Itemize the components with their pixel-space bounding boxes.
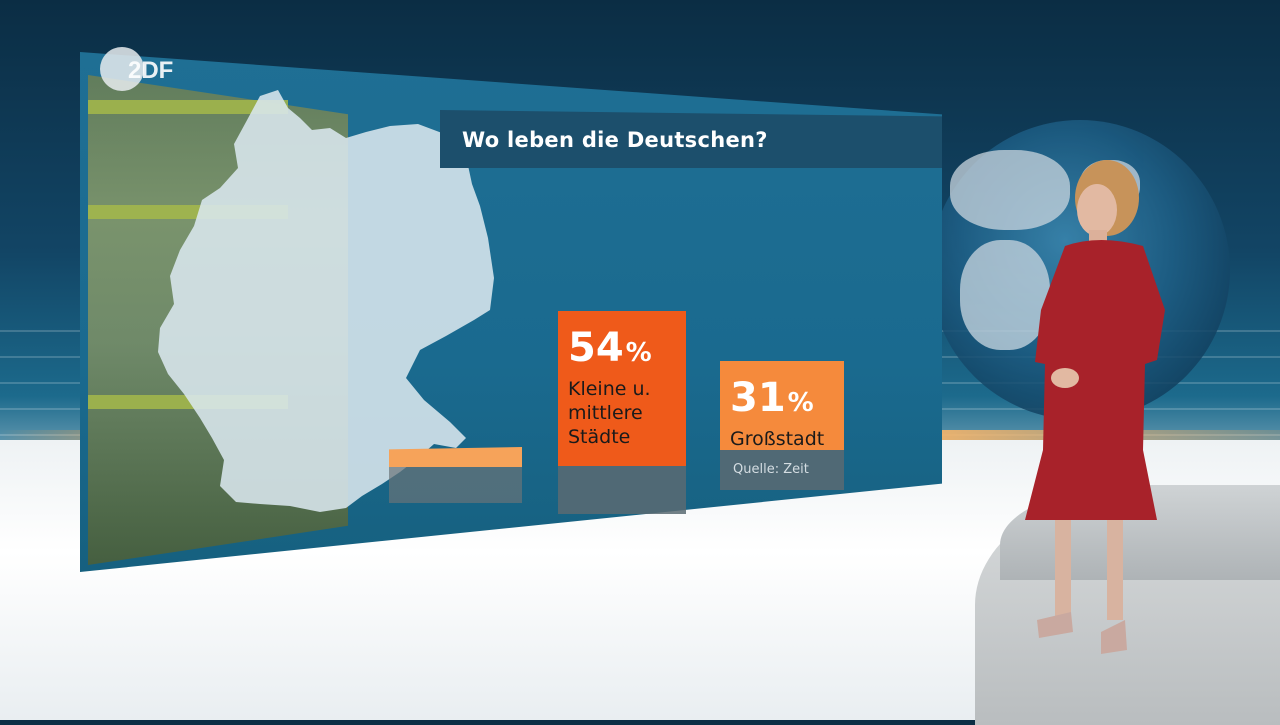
map-shape — [158, 90, 494, 512]
bar-big-city — [720, 361, 844, 450]
bar-category-label: Kleine u. mittlere Städte — [568, 377, 651, 449]
presenter-figure — [1025, 160, 1165, 654]
bar-small-medium-cities-shadow — [558, 466, 686, 514]
presenter-shoe — [1037, 612, 1073, 638]
presenter-hands — [1051, 368, 1079, 388]
globe-land — [960, 240, 1050, 350]
label-line: Kleine u. — [568, 378, 651, 400]
presenter-face — [1077, 184, 1117, 236]
bar-value: 54 — [568, 325, 624, 371]
label-line: Städte — [568, 426, 631, 448]
percent-sign: % — [625, 338, 652, 368]
label-line: Großstadt — [730, 428, 825, 450]
chart-title-bar — [440, 110, 942, 168]
map-legend-bar-shadow — [389, 467, 522, 503]
map-legend-bar — [389, 447, 522, 467]
percent-sign: % — [787, 388, 814, 418]
presenter-dress — [1025, 240, 1165, 520]
chart-source: Quelle: Zeit — [733, 462, 809, 477]
presenter-leg — [1107, 520, 1123, 620]
logo-circle — [100, 47, 144, 91]
chart-title: Wo leben die Deutschen? — [462, 128, 768, 152]
presenter-shoe — [1101, 620, 1127, 654]
bar-value-label: 31% — [730, 375, 814, 421]
label-line: mittlere — [568, 402, 643, 424]
bar-value: 31 — [730, 375, 786, 421]
bar-category-label: Großstadt — [730, 427, 824, 451]
globe-land — [950, 150, 1070, 230]
presenter-leg — [1055, 520, 1071, 620]
bar-small-medium-cities — [558, 311, 686, 466]
broadcaster-logo: 2DF — [100, 47, 173, 91]
bar-value-label: 54% — [568, 325, 652, 371]
bar-big-city-shadow — [720, 450, 844, 490]
germany-map — [158, 90, 494, 512]
logo-text: 2DF — [128, 57, 173, 84]
building-balcony — [88, 100, 288, 114]
